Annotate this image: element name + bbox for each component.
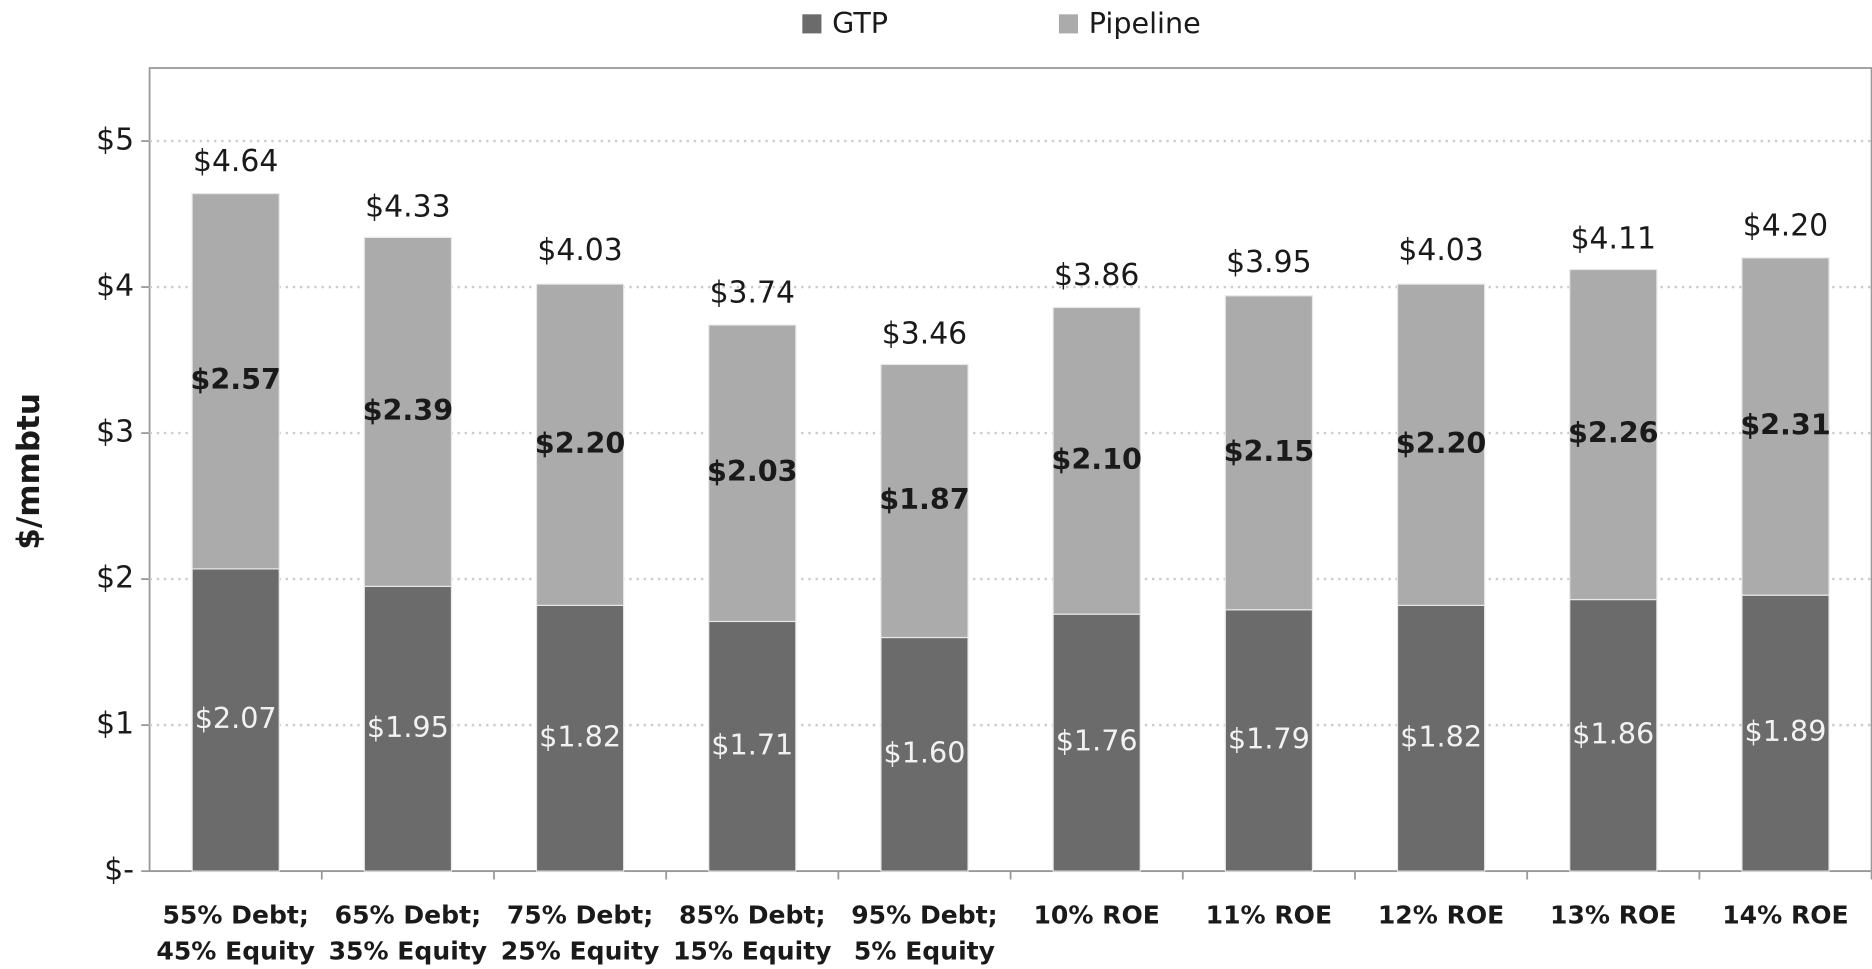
x-tick-label: 14% ROE	[1722, 900, 1849, 930]
total-label: $4.20	[1743, 208, 1828, 243]
total-label: $4.11	[1571, 221, 1656, 256]
bar-segment	[1396, 283, 1486, 606]
bar-segment	[535, 283, 625, 606]
total-label: $3.74	[710, 275, 795, 310]
data-label: $2.31	[1740, 408, 1831, 442]
x-tick-label-box: 13% ROE	[1550, 900, 1677, 930]
x-tick-label-box: 14% ROE	[1722, 900, 1849, 930]
bar-segment	[1569, 598, 1658, 872]
data-label: $2.03	[707, 454, 798, 488]
bar-segment	[1569, 268, 1658, 601]
data-label: $2.15	[1224, 434, 1315, 468]
x-tick-label: 75% Debt; 25% Equity	[500, 900, 660, 966]
bar-segment	[363, 236, 453, 587]
data-label: $2.57	[190, 362, 281, 396]
bar-segment	[880, 636, 969, 872]
x-tick-label: 55% Debt; 45% Equity	[156, 900, 315, 966]
total-label: $3.95	[1226, 245, 1311, 280]
y-tick-label: $-	[104, 853, 134, 888]
bar-segment	[191, 193, 280, 570]
data-label: $1.82	[539, 719, 621, 753]
legend-swatch	[802, 14, 822, 34]
total-label: $4.64	[193, 144, 278, 179]
total-label: $4.03	[1398, 233, 1483, 268]
bar-segment	[1052, 613, 1141, 872]
data-label: $1.95	[367, 710, 449, 744]
legend-label: Pipeline	[1089, 6, 1201, 40]
x-tick-label: 10% ROE	[1033, 900, 1160, 930]
bar-segment	[1741, 257, 1830, 596]
legend-label: GTP	[832, 6, 888, 40]
x-tick-label-box: 95% Debt; 5% Equity	[851, 900, 998, 966]
data-label: $1.86	[1572, 716, 1654, 750]
x-tick-label: 65% Debt; 35% Equity	[328, 900, 488, 966]
bar-segment	[880, 363, 969, 639]
x-tick-label-box: 11% ROE	[1205, 900, 1333, 930]
y-tick-label: $1	[96, 707, 134, 742]
x-tick-label-box: 75% Debt; 25% Equity	[500, 900, 660, 966]
data-label: $2.26	[1568, 416, 1659, 450]
x-tick-label: 11% ROE	[1205, 900, 1333, 930]
y-tick-label: $3	[96, 415, 134, 450]
bar-segment	[1741, 594, 1830, 872]
bar-segment	[708, 324, 797, 623]
data-label: $2.39	[363, 393, 454, 427]
bar-segment	[1052, 306, 1141, 615]
bar-segment	[708, 620, 797, 872]
data-label: $1.71	[711, 727, 793, 761]
x-tick-label: 12% ROE	[1377, 900, 1505, 930]
x-tick-label-box: 55% Debt; 45% Equity	[156, 900, 315, 966]
data-label: $1.82	[1400, 719, 1482, 753]
bar-segment	[1224, 295, 1314, 611]
x-tick-label: 13% ROE	[1550, 900, 1677, 930]
legend-swatch	[1058, 14, 1079, 34]
data-label: $1.89	[1745, 714, 1827, 748]
bar-segment	[535, 604, 625, 872]
data-label: $2.10	[1051, 442, 1142, 476]
data-label: $2.07	[195, 701, 277, 735]
y-tick-label: $4	[96, 269, 134, 304]
x-tick-label-box: 65% Debt; 35% Equity	[328, 900, 488, 966]
x-tick-label-box: 12% ROE	[1377, 900, 1505, 930]
data-label: $1.60	[884, 735, 966, 769]
x-tick-label: 95% Debt; 5% Equity	[851, 900, 998, 966]
data-label: $1.87	[879, 482, 970, 516]
y-axis-title: $/mmbtu	[11, 393, 47, 550]
bar-segment	[1396, 604, 1486, 872]
data-label: $2.20	[1396, 426, 1487, 460]
data-label: $2.20	[535, 426, 626, 460]
y-tick-label: $2	[96, 561, 134, 596]
x-tick-label-box: 85% Debt; 15% Equity	[672, 900, 832, 966]
total-label: $4.33	[365, 189, 450, 224]
total-label: $4.03	[537, 233, 622, 268]
bar-segment	[191, 568, 280, 872]
total-label: $3.46	[882, 316, 967, 351]
y-tick-label: $5	[96, 123, 134, 158]
total-label: $3.86	[1054, 258, 1139, 293]
data-label: $1.79	[1228, 721, 1310, 755]
x-tick-label-box: 10% ROE	[1033, 900, 1160, 930]
data-label: $1.76	[1056, 724, 1138, 758]
x-tick-label: 85% Debt; 15% Equity	[672, 900, 832, 966]
